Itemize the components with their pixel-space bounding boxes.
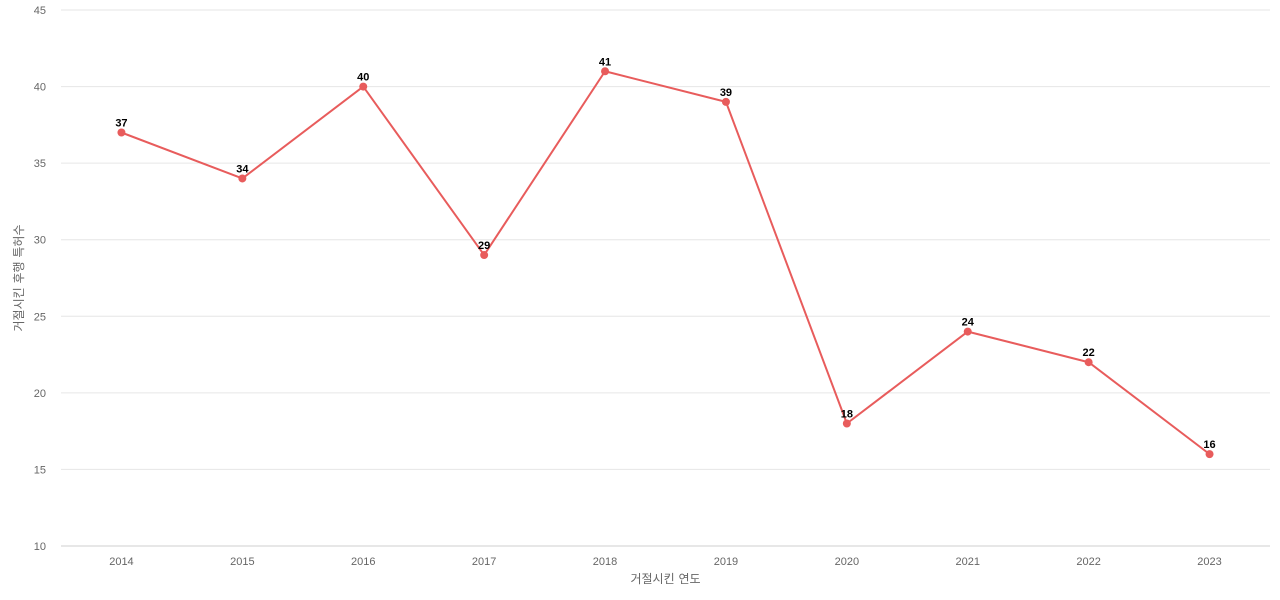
data-label: 16 bbox=[1203, 439, 1215, 451]
y-tick-label: 30 bbox=[34, 235, 46, 247]
y-axis-title: 거절시킨 후행 특허수 bbox=[11, 225, 26, 332]
y-tick-label: 35 bbox=[34, 158, 46, 170]
x-tick-label: 2021 bbox=[956, 556, 980, 568]
series-group bbox=[117, 67, 1214, 459]
y-tick-label: 45 bbox=[34, 5, 46, 17]
data-point[interactable] bbox=[480, 251, 489, 260]
y-tick-label: 15 bbox=[34, 464, 46, 476]
x-tick-label: 2022 bbox=[1076, 556, 1100, 568]
data-point[interactable] bbox=[1205, 450, 1214, 459]
data-label: 39 bbox=[720, 87, 732, 99]
data-label: 24 bbox=[962, 317, 975, 329]
y-tick-label: 20 bbox=[34, 388, 46, 400]
data-label: 37 bbox=[115, 118, 127, 130]
x-axis-ticks: 2014 2015 2016 2017 2018 2019 2020 2021 2022 2023 bbox=[109, 556, 1222, 568]
x-tick-label: 2023 bbox=[1197, 556, 1221, 568]
x-tick-label: 2018 bbox=[593, 556, 617, 568]
data-label: 34 bbox=[236, 163, 249, 175]
data-point[interactable] bbox=[721, 97, 730, 106]
data-point[interactable] bbox=[359, 82, 368, 91]
data-point[interactable] bbox=[842, 419, 851, 428]
data-point[interactable] bbox=[1084, 358, 1093, 367]
x-tick-label: 2019 bbox=[714, 556, 738, 568]
x-tick-label: 2015 bbox=[230, 556, 254, 568]
y-tick-label: 25 bbox=[34, 311, 46, 323]
data-point[interactable] bbox=[601, 67, 610, 76]
data-label: 41 bbox=[599, 56, 611, 68]
data-point[interactable] bbox=[963, 327, 972, 336]
series-line bbox=[121, 70, 1211, 455]
x-tick-label: 2017 bbox=[472, 556, 496, 568]
data-point[interactable] bbox=[117, 128, 126, 137]
y-axis-ticks: 10 15 20 25 30 35 40 45 bbox=[34, 5, 46, 553]
data-label: 22 bbox=[1083, 347, 1095, 359]
data-label: 18 bbox=[841, 408, 853, 420]
y-tick-label: 40 bbox=[34, 82, 46, 94]
data-point[interactable] bbox=[238, 174, 247, 183]
x-tick-label: 2014 bbox=[109, 556, 133, 568]
data-label: 40 bbox=[357, 72, 369, 84]
data-label: 29 bbox=[478, 240, 490, 252]
x-axis-title: 거절시킨 연도 bbox=[630, 572, 700, 586]
x-tick-label: 2020 bbox=[835, 556, 859, 568]
y-tick-label: 10 bbox=[34, 541, 46, 553]
x-tick-label: 2016 bbox=[351, 556, 375, 568]
grid-lines bbox=[61, 9, 1270, 547]
data-labels: 37 34 40 29 41 39 18 24 22 16 bbox=[115, 56, 1215, 451]
